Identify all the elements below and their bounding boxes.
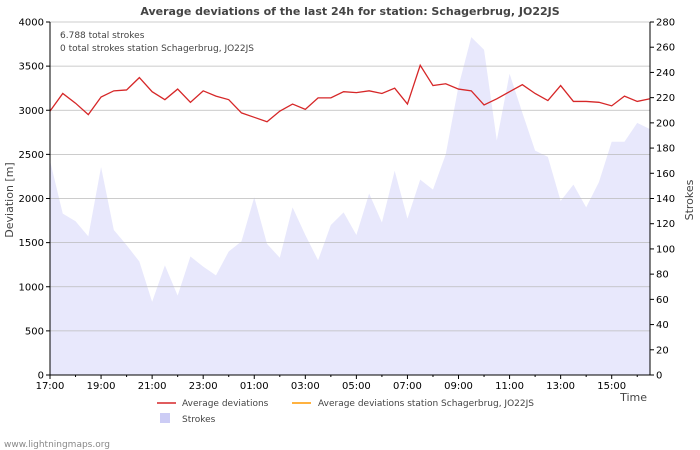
x-tick-label: 07:00	[393, 381, 422, 392]
deviation-line	[49, 63, 651, 123]
right-tick-label: 20	[656, 345, 669, 356]
right-tick-label: 120	[656, 219, 675, 230]
left-tick-label: 2000	[19, 194, 44, 205]
x-tick-label: 09:00	[444, 381, 473, 392]
x-tick-label: 17:00	[36, 381, 65, 392]
x-tick-label: 13:00	[546, 381, 575, 392]
right-tick-label: 280	[656, 18, 675, 29]
legend-average-deviations: Average deviations	[182, 399, 269, 409]
legend: Average deviations Average deviations st…	[157, 399, 534, 425]
legend-strokes: Strokes	[182, 415, 216, 425]
left-tick-label: 0	[38, 371, 44, 382]
left-tick-label: 2500	[19, 150, 44, 161]
left-tick-label: 500	[25, 326, 44, 337]
y-axis-left-label: Deviation [m]	[3, 162, 16, 237]
left-tick-label: 3500	[19, 62, 44, 73]
total-strokes-annotation: 6.788 total strokes	[60, 31, 145, 41]
right-axis-ticks: 0 20 40 60 80 100 120 140 160 180 200 220 240 260 280	[650, 18, 675, 382]
right-tick-label: 260	[656, 43, 675, 54]
x-tick-label: 15:00	[597, 381, 626, 392]
strokes-series	[50, 37, 650, 375]
right-tick-label: 180	[656, 144, 675, 155]
left-tick-label: 1500	[19, 238, 44, 249]
legend-strokes-swatch	[160, 413, 170, 423]
x-tick-label: 05:00	[342, 381, 371, 392]
gridlines	[50, 21, 650, 332]
source-credit: www.lightningmaps.org	[4, 440, 110, 450]
legend-station-deviations: Average deviations station Schagerbrug, …	[318, 399, 534, 409]
x-axis-ticks: 17:00 19:00 21:00 23:00 01:00 03:00 05:00 07:00…	[36, 375, 638, 392]
right-tick-label: 220	[656, 93, 675, 104]
x-tick-label: 03:00	[291, 381, 320, 392]
right-tick-label: 40	[656, 320, 669, 331]
left-tick-label: 1000	[19, 282, 44, 293]
right-tick-label: 240	[656, 68, 675, 79]
right-tick-label: 80	[656, 270, 669, 281]
station-strokes-annotation: 0 total strokes station Schagerbrug, JO2…	[60, 44, 254, 54]
right-tick-label: 140	[656, 194, 675, 205]
y-axis-right-label: Strokes	[683, 179, 696, 220]
left-tick-label: 4000	[19, 18, 44, 29]
right-tick-label: 200	[656, 118, 675, 129]
x-tick-label: 23:00	[189, 381, 218, 392]
x-axis-label: Time	[619, 391, 647, 404]
right-tick-label: 60	[656, 295, 669, 306]
x-tick-label: 11:00	[495, 381, 524, 392]
left-axis-ticks: 0 500 1000 1500 2000 2500 3000 3500 4000	[19, 18, 50, 382]
chart-title: Average deviations of the last 24h for s…	[140, 5, 559, 18]
x-tick-label: 01:00	[240, 381, 269, 392]
average-deviations-series	[49, 63, 651, 123]
right-tick-label: 0	[656, 371, 662, 382]
strokes-area	[50, 37, 650, 375]
right-tick-label: 100	[656, 244, 675, 255]
x-tick-label: 21:00	[138, 381, 167, 392]
left-tick-label: 3000	[19, 106, 44, 117]
right-tick-label: 160	[656, 169, 675, 180]
x-tick-label: 19:00	[87, 381, 116, 392]
